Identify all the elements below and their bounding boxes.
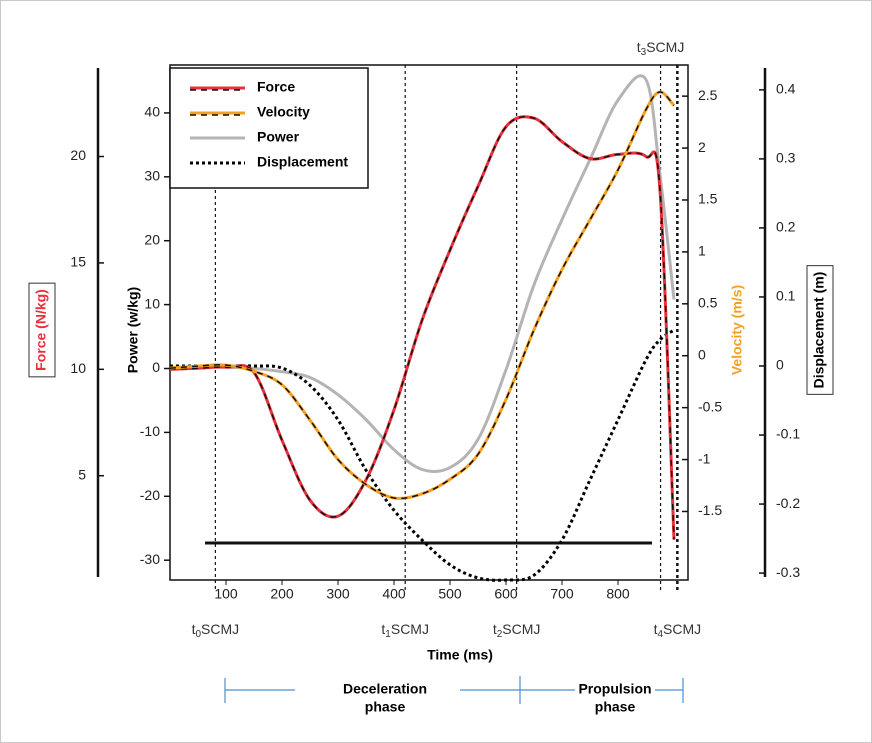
y-tick-label: 0 (776, 357, 784, 373)
axis-label-box (28, 282, 56, 378)
legend-label: Displacement (257, 154, 348, 170)
event-prefix: t (654, 621, 658, 637)
event-sub: 4 (657, 629, 663, 640)
event-label: t3SCMJ (637, 39, 685, 58)
event-prefix: t (493, 621, 497, 637)
event-sub: 2 (497, 629, 503, 640)
event-prefix: t (637, 39, 641, 55)
legend: Force Velocity Power Displacement (169, 67, 369, 189)
series-line (170, 74, 676, 473)
y-axis-label: Velocity (m/s) (729, 285, 745, 375)
y-tick-label: 20 (144, 231, 160, 247)
y-tick-label: 0 (698, 346, 706, 362)
event-label: t4SCMJ (654, 621, 702, 640)
event-rest: SCMJ (502, 621, 540, 637)
event-rest: SCMJ (646, 39, 684, 55)
event-sub: 3 (641, 47, 647, 58)
event-label: t0SCMJ (192, 621, 240, 640)
event-sub: 1 (385, 629, 391, 640)
phase-label: phase (365, 699, 406, 715)
event-rest: SCMJ (391, 621, 429, 637)
y-tick-label: 40 (144, 104, 160, 120)
y-tick-label: 2 (698, 139, 706, 155)
x-tick-label: 100 (214, 586, 238, 602)
y-tick-label: -0.1 (776, 426, 800, 442)
series-outline (169, 91, 675, 500)
x-tick-label: 200 (270, 586, 294, 602)
x-tick-label: 400 (382, 586, 406, 602)
event-sub: 0 (195, 629, 201, 640)
event-prefix: t (192, 621, 196, 637)
y-tick-label: 30 (144, 168, 160, 184)
y-tick-label: -0.2 (776, 495, 800, 511)
event-prefix: t (381, 621, 385, 637)
x-axis-label: Time (ms) (427, 647, 493, 663)
y-tick-label: -0.5 (698, 398, 722, 414)
y-axis-label: Force (N/kg) (33, 289, 49, 371)
y-tick-label: 5 (78, 466, 86, 482)
y-tick-label: -30 (140, 551, 160, 567)
y-tick-label: 0.4 (776, 81, 796, 97)
y-tick-label: 0.1 (776, 288, 796, 304)
x-tick-label: 300 (326, 586, 350, 602)
y-tick-label: 2.5 (698, 87, 718, 103)
series-outline (169, 116, 675, 540)
phase-label: phase (595, 699, 636, 715)
axis-label-box (806, 265, 834, 395)
event-rest: SCMJ (663, 621, 701, 637)
phase-brackets (224, 676, 684, 704)
plot-frame (169, 64, 689, 581)
y-tick-label: 0.5 (698, 295, 718, 311)
y-tick-label: 10 (144, 295, 160, 311)
phase-label: Propulsion (578, 681, 651, 697)
y-tick-label: -20 (140, 487, 160, 503)
y-axis-label: Displacement (m) (811, 272, 827, 389)
y-tick-label: -10 (140, 423, 160, 439)
y-tick-label: -1 (698, 450, 711, 466)
phase-label: Deceleration (343, 681, 427, 697)
legend-label: Force (257, 79, 295, 95)
event-rest: SCMJ (201, 621, 239, 637)
x-tick-label: 700 (550, 586, 574, 602)
x-tick-label: 600 (494, 586, 518, 602)
y-tick-label: 20 (70, 147, 86, 163)
legend-label: Velocity (257, 104, 310, 120)
y-tick-label: 15 (70, 254, 86, 270)
x-tick-label: 800 (606, 586, 630, 602)
y-tick-label: -0.3 (776, 564, 800, 580)
y-tick-label: 1 (698, 243, 706, 259)
y-tick-label: -1.5 (698, 502, 722, 518)
event-label: t1SCMJ (381, 621, 429, 640)
y-axis-label: Power (w/kg) (125, 287, 141, 373)
event-label: t2SCMJ (493, 621, 541, 640)
legend-label: Power (257, 129, 300, 145)
y-tick-label: 0.3 (776, 150, 796, 166)
y-tick-label: 0 (152, 359, 160, 375)
x-tick-label: 500 (438, 586, 462, 602)
y-tick-label: 1.5 (698, 191, 718, 207)
y-tick-label: 10 (70, 360, 86, 376)
y-tick-label: 0.2 (776, 219, 796, 235)
